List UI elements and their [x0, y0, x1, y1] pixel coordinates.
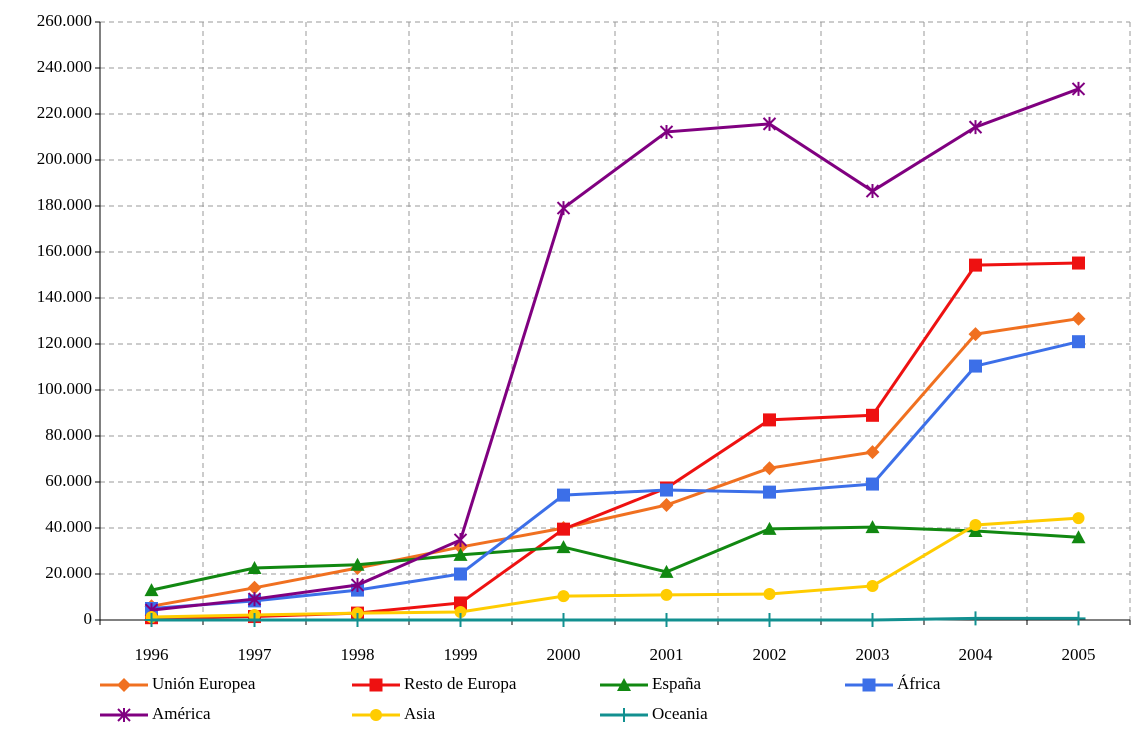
marker — [659, 498, 674, 512]
legend-label: Oceania — [652, 704, 708, 723]
series-line — [151, 87, 1080, 612]
x-tick-label: 1999 — [444, 645, 478, 664]
y-tick-label: 140.000 — [37, 287, 92, 306]
marker — [370, 709, 382, 721]
y-tick-label: 20.000 — [45, 563, 92, 582]
marker — [763, 588, 776, 601]
legend-label: España — [652, 674, 702, 693]
marker — [556, 540, 571, 554]
marker — [865, 613, 880, 627]
x-tick-label: 1997 — [238, 645, 273, 664]
legend-label: América — [152, 704, 211, 723]
marker — [117, 678, 131, 692]
y-tick-label: 60.000 — [45, 471, 92, 490]
marker — [866, 408, 879, 422]
x-tick-label: 1996 — [135, 645, 169, 664]
legend-label: Asia — [404, 704, 436, 723]
marker — [659, 613, 674, 627]
marker — [144, 613, 159, 627]
series-line — [151, 516, 1079, 619]
y-tick-label: 80.000 — [45, 425, 92, 444]
marker — [762, 461, 777, 476]
marker — [350, 578, 365, 593]
legend-label: Resto de Europa — [404, 674, 517, 693]
marker — [969, 359, 982, 373]
marker — [557, 590, 570, 603]
marker — [659, 124, 674, 139]
series-line — [151, 616, 1079, 622]
marker — [454, 567, 467, 581]
marker — [1071, 311, 1086, 326]
marker — [865, 184, 880, 199]
series-line — [151, 525, 1079, 592]
marker — [762, 521, 777, 535]
x-tick-label: 2004 — [959, 645, 994, 664]
marker — [453, 547, 468, 561]
marker — [1071, 530, 1086, 544]
marker — [617, 678, 631, 691]
marker — [865, 520, 880, 534]
marker — [144, 583, 159, 597]
marker — [454, 605, 467, 618]
marker — [556, 613, 571, 627]
marker — [617, 708, 631, 722]
marker — [556, 201, 571, 216]
x-tick-label: 2002 — [753, 645, 787, 664]
y-tick-label: 100.000 — [37, 379, 92, 398]
marker — [1072, 512, 1085, 525]
legend-label: Unión Europea — [152, 674, 256, 693]
marker — [762, 116, 777, 131]
marker — [453, 613, 468, 627]
x-tick-label: 2001 — [650, 645, 684, 664]
marker — [763, 485, 776, 499]
marker — [1071, 611, 1086, 626]
x-tick-label: 2003 — [856, 645, 890, 664]
marker — [763, 413, 776, 427]
marker — [968, 611, 983, 626]
marker — [968, 120, 983, 135]
marker — [247, 592, 262, 607]
marker — [1071, 81, 1086, 96]
marker — [350, 557, 365, 571]
x-tick-label: 2000 — [547, 645, 581, 664]
marker — [247, 580, 262, 595]
series-line — [151, 340, 1079, 610]
marker — [117, 708, 131, 722]
marker — [557, 488, 570, 502]
marker — [660, 483, 673, 497]
y-tick-label: 220.000 — [37, 103, 92, 122]
y-tick-label: 200.000 — [37, 149, 92, 168]
marker — [865, 445, 880, 460]
y-tick-label: 40.000 — [45, 517, 92, 536]
marker — [968, 327, 983, 342]
marker — [659, 564, 674, 578]
y-tick-label: 180.000 — [37, 195, 92, 214]
marker — [454, 596, 467, 610]
y-tick-label: 260.000 — [37, 11, 92, 30]
marker — [369, 678, 383, 692]
y-tick-label: 120.000 — [37, 333, 92, 352]
marker — [660, 588, 673, 601]
marker — [866, 477, 879, 491]
x-tick-label: 1998 — [341, 645, 375, 664]
marker — [247, 613, 262, 627]
y-tick-label: 0 — [84, 609, 93, 628]
marker — [862, 678, 876, 692]
y-tick-label: 240.000 — [37, 57, 92, 76]
y-tick-label: 160.000 — [37, 241, 92, 260]
marker — [969, 519, 982, 532]
x-tick-label: 2005 — [1062, 645, 1096, 664]
marker — [762, 613, 777, 627]
series-line — [151, 317, 1079, 608]
marker — [969, 258, 982, 272]
marker — [453, 532, 468, 547]
marker — [350, 613, 365, 627]
marker — [866, 579, 879, 592]
marker — [247, 561, 262, 575]
marker — [557, 522, 570, 536]
marker — [1072, 335, 1085, 349]
legend-label: África — [897, 674, 941, 693]
marker — [1072, 256, 1085, 270]
